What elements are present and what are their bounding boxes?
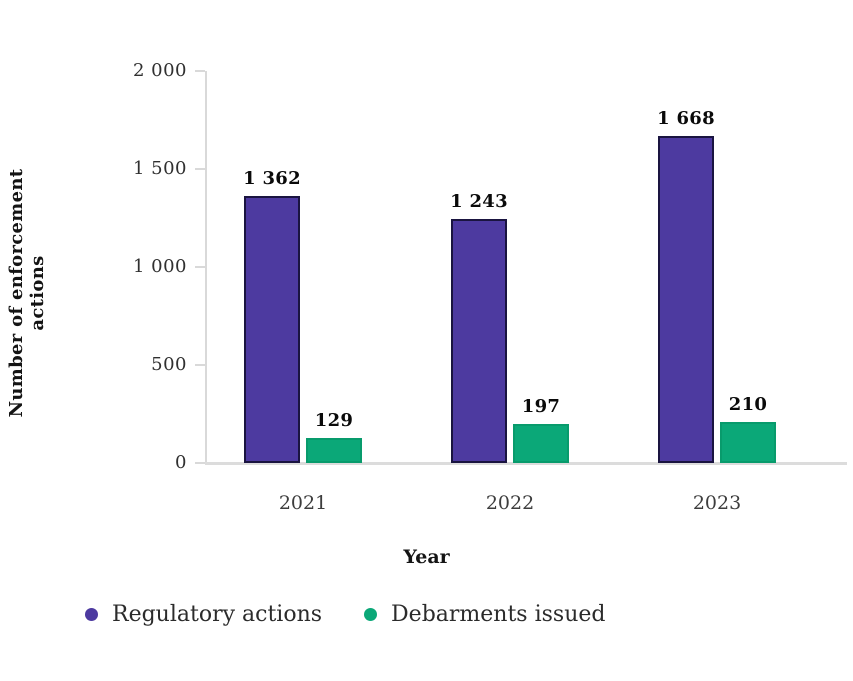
y-tick-mark xyxy=(195,70,205,72)
x-category-label-2023: 2023 xyxy=(692,492,742,514)
bar-value-label: 197 xyxy=(521,396,561,417)
x-axis-baseline xyxy=(205,462,847,465)
bar-2021-debarments-issued xyxy=(306,438,362,463)
y-tick-mark xyxy=(195,266,205,268)
chart-legend: Regulatory actions Debarments issued xyxy=(85,602,605,627)
y-tick-label: 0 xyxy=(175,452,187,473)
bar-value-label: 129 xyxy=(314,410,354,431)
bar-2021-regulatory-actions xyxy=(244,196,300,463)
bar-2023-regulatory-actions xyxy=(658,136,714,463)
y-tick-mark xyxy=(195,364,205,366)
y-tick-label: 2 000 xyxy=(132,60,187,81)
y-tick-label: 1 500 xyxy=(132,158,187,179)
bar-value-label: 1 668 xyxy=(657,108,715,129)
y-axis-title: Number of enforcement actions xyxy=(6,168,48,418)
bar-value-label: 210 xyxy=(728,394,768,415)
bar-2022-regulatory-actions xyxy=(451,219,507,463)
legend-dot-icon xyxy=(364,608,378,621)
bar-value-label: 1 362 xyxy=(243,168,301,189)
bar-value-label: 1 243 xyxy=(450,191,508,212)
y-tick-label: 1 000 xyxy=(132,256,187,277)
bar-2023-debarments-issued xyxy=(720,422,776,463)
bar-2022-debarments-issued xyxy=(513,424,569,463)
y-tick-mark xyxy=(195,462,205,464)
x-axis-title: Year xyxy=(403,546,450,568)
legend-item: Debarments issued xyxy=(364,602,605,627)
x-category-label-2021: 2021 xyxy=(278,492,328,514)
legend-dot-icon xyxy=(85,608,98,621)
y-tick-mark xyxy=(195,168,205,170)
legend-label: Regulatory actions xyxy=(112,602,323,627)
legend-label: Debarments issued xyxy=(391,602,606,627)
x-category-label-2022: 2022 xyxy=(485,492,535,514)
legend-item: Regulatory actions xyxy=(85,602,322,627)
y-axis-line xyxy=(205,71,207,463)
y-tick-label: 500 xyxy=(151,354,187,375)
